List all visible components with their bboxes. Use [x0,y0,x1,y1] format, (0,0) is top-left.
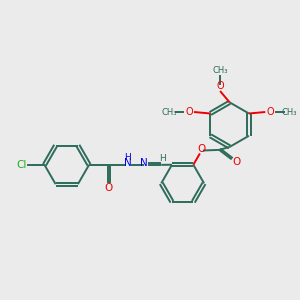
Text: CH₃: CH₃ [282,107,297,116]
Text: CH₃: CH₃ [162,107,177,116]
Text: CH₃: CH₃ [212,66,228,75]
Text: O: O [216,81,224,91]
Text: H: H [124,153,131,162]
Text: O: O [104,183,112,193]
Text: H: H [159,154,166,164]
Text: Cl: Cl [16,160,27,170]
Text: O: O [266,107,274,117]
Text: N: N [124,158,131,168]
Text: N: N [140,158,148,168]
Text: O: O [197,144,206,154]
Text: O: O [185,107,193,117]
Text: O: O [232,158,240,167]
